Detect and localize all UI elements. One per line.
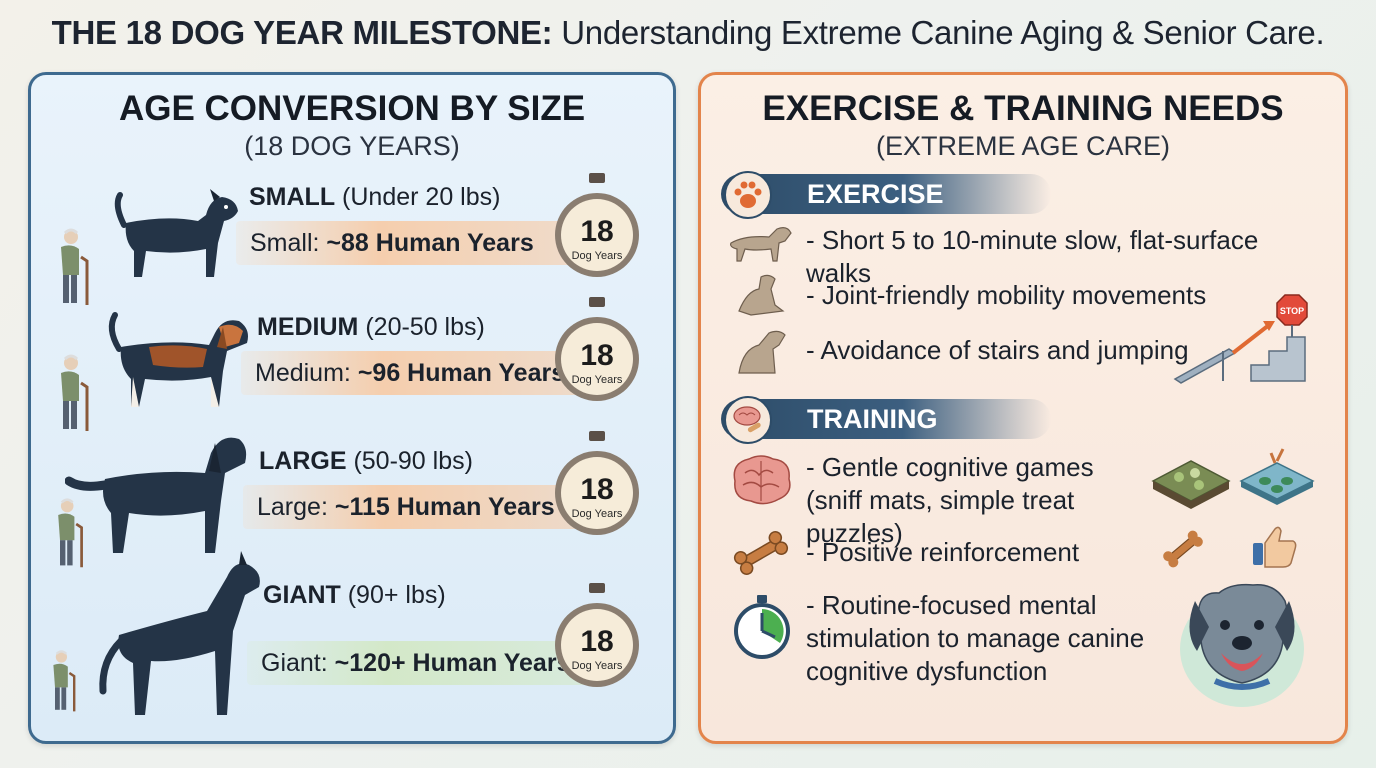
brain-bone-icon: [724, 396, 772, 444]
svg-text:18: 18: [580, 215, 613, 248]
svg-text:Dog Years: Dog Years: [572, 250, 623, 262]
elderly-person-icon: [61, 354, 89, 431]
stretching-dog-icon: [738, 274, 785, 316]
age-conversion-panel: AGE CONVERSION BY SIZE (18 DOG YEARS) SM…: [28, 72, 676, 744]
treat-bone-icon: [1163, 530, 1203, 568]
svg-text:Dog Years: Dog Years: [572, 374, 623, 386]
small-dog-icon: [114, 189, 238, 277]
happy-senior-dog-icon: [1180, 583, 1304, 707]
human-years-small: Small: ~88 Human Years: [236, 221, 596, 265]
sitting-dog-icon: [738, 330, 786, 374]
size-row-small: SMALL (Under 20 lbs) Small: ~88 Human Ye…: [31, 171, 673, 305]
training-item-positive-reinforcement: - Positive reinforcement: [806, 537, 1080, 567]
exercise-item-mobility: - Joint-friendly mobility movements: [806, 280, 1207, 310]
exercise-heading: EXERCISE: [721, 174, 1051, 214]
elderly-person-icon: [53, 650, 76, 712]
training-heading: TRAINING: [721, 399, 1051, 439]
size-row-medium: MEDIUM (20-50 lbs) Medium: ~96 Human Yea…: [31, 297, 673, 431]
exercise-training-subtitle: (EXTREME AGE CARE): [875, 131, 1171, 161]
timer-icon: 18 Dog Years: [555, 173, 639, 277]
walking-dog-icon: [730, 227, 792, 262]
elderly-person-icon: [58, 498, 83, 568]
training-item-cognitive-games: - Gentle cognitive games (sniff mats, si…: [806, 452, 1094, 548]
exercise-item-walks: - Short 5 to 10-minute slow, flat-surfac…: [806, 225, 1259, 288]
medium-dog-icon: [108, 312, 248, 407]
exercise-training-title: EXERCISE & TRAINING NEEDS: [762, 89, 1284, 128]
svg-text:18: 18: [580, 339, 613, 372]
svg-text:18: 18: [580, 473, 613, 506]
size-label-large: LARGE (50-90 lbs): [259, 447, 473, 475]
large-dog-icon: [65, 437, 247, 553]
svg-text:18: 18: [580, 625, 613, 658]
timer-icon: 18 Dog Years: [555, 297, 639, 401]
human-years-large: Large: ~115 Human Years: [243, 485, 596, 529]
svg-text:Dog Years: Dog Years: [572, 508, 623, 520]
svg-text:STOP: STOP: [1280, 306, 1304, 316]
elderly-person-icon: [61, 228, 89, 305]
title-rest: Understanding Extreme Canine Aging & Sen…: [552, 14, 1325, 51]
timer-icon: 18 Dog Years: [555, 583, 639, 687]
size-label-medium: MEDIUM (20-50 lbs): [257, 313, 485, 341]
size-label-giant: GIANT (90+ lbs): [263, 581, 446, 609]
page-title: THE 18 DOG YEAR MILESTONE: Understanding…: [0, 14, 1376, 52]
thumbs-up-icon: [1253, 526, 1297, 568]
sniff-mat-puzzle-icon: [1151, 448, 1315, 509]
size-row-giant: GIANT (90+ lbs) Giant: ~120+ Human Years…: [31, 551, 673, 715]
brain-icon: [733, 455, 791, 505]
human-years-medium: Medium: ~96 Human Years: [241, 351, 596, 395]
giant-dog-icon: [99, 551, 260, 715]
training-item-routine: - Routine-focused mental stimulation to …: [806, 590, 1145, 686]
stopwatch-icon: [734, 595, 790, 659]
paw-icon: [724, 171, 772, 219]
title-bold: THE 18 DOG YEAR MILESTONE:: [51, 14, 553, 51]
bone-icon: [733, 531, 789, 575]
size-label-small: SMALL (Under 20 lbs): [249, 183, 501, 211]
exercise-item-stairs: - Avoidance of stairs and jumping: [806, 335, 1189, 365]
no-stairs-icon: STOP: [1173, 294, 1308, 384]
human-years-giant: Giant: ~120+ Human Years: [247, 641, 596, 685]
exercise-training-panel: EXERCISE & TRAINING NEEDS (EXTREME AGE C…: [698, 72, 1348, 744]
svg-text:Dog Years: Dog Years: [572, 660, 623, 672]
age-conversion-title: AGE CONVERSION BY SIZE: [118, 89, 586, 128]
timer-icon: 18 Dog Years: [555, 431, 639, 535]
age-conversion-subtitle: (18 DOG YEARS): [244, 131, 460, 161]
size-row-large: LARGE (50-90 lbs) Large: ~115 Human Year…: [31, 431, 673, 568]
